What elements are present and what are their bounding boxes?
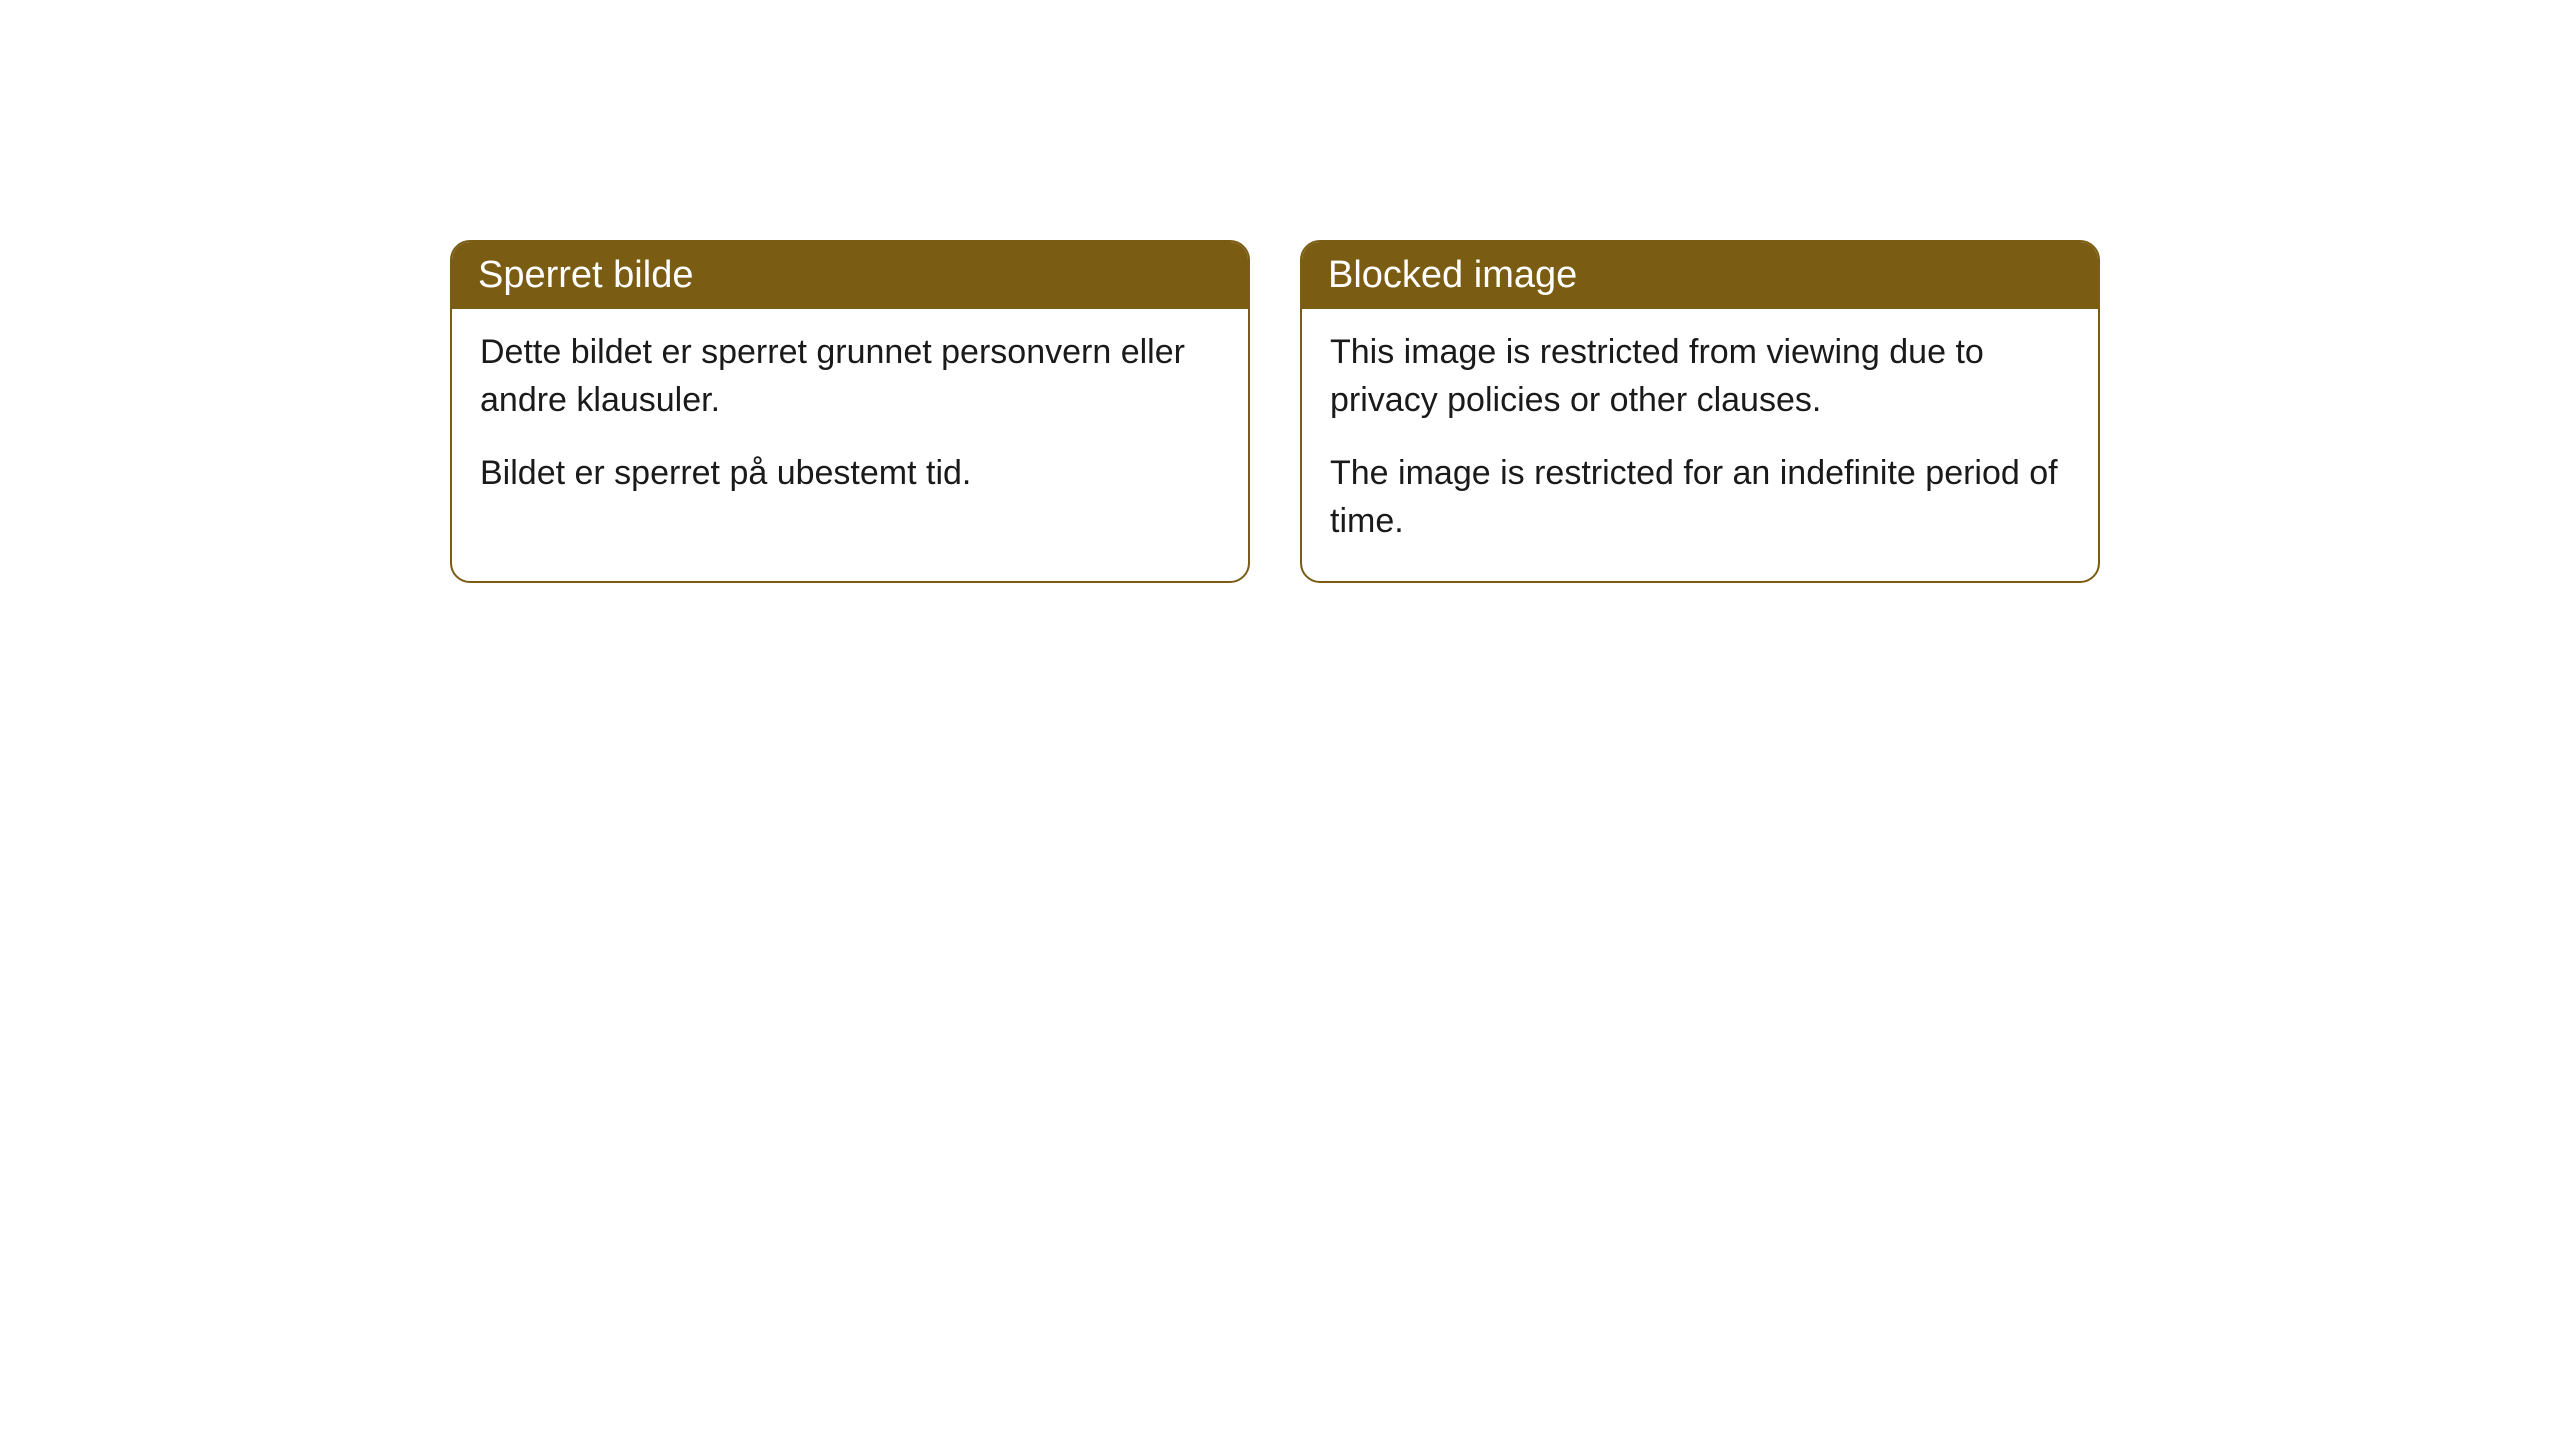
card-header: Sperret bilde bbox=[452, 242, 1248, 309]
card-body: Dette bildet er sperret grunnet personve… bbox=[452, 309, 1248, 534]
card-title: Sperret bilde bbox=[478, 254, 693, 296]
card-paragraph: Bildet er sperret på ubestemt tid. bbox=[480, 450, 1220, 498]
card-paragraph: This image is restricted from viewing du… bbox=[1330, 329, 2070, 424]
card-header: Blocked image bbox=[1302, 242, 2098, 309]
card-body: This image is restricted from viewing du… bbox=[1302, 309, 2098, 581]
blocked-image-card-norwegian: Sperret bilde Dette bildet er sperret gr… bbox=[450, 240, 1250, 583]
blocked-image-card-english: Blocked image This image is restricted f… bbox=[1300, 240, 2100, 583]
card-title: Blocked image bbox=[1328, 254, 1577, 296]
card-paragraph: Dette bildet er sperret grunnet personve… bbox=[480, 329, 1220, 424]
card-paragraph: The image is restricted for an indefinit… bbox=[1330, 450, 2070, 545]
notice-cards-container: Sperret bilde Dette bildet er sperret gr… bbox=[450, 240, 2100, 583]
